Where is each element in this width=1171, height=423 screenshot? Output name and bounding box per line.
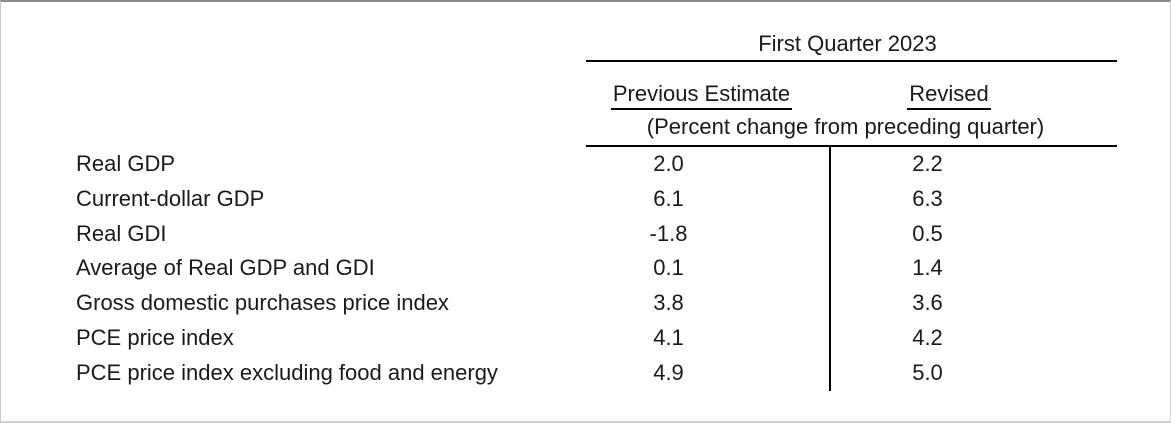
previous-estimate-value: 6.1 [586, 181, 831, 217]
revised-value: 2.2 [912, 151, 943, 176]
column-header-previous-estimate: Previous Estimate [586, 62, 831, 110]
spacer-cell [76, 62, 586, 110]
spacer-cell [76, 110, 586, 147]
previous-estimate-value: -1.8 [586, 216, 831, 252]
row-label: PCE price index excluding food and energ… [76, 359, 498, 385]
previous-estimate-value: 4.9 [586, 355, 831, 391]
column-header-revised-label: Revised [907, 81, 991, 110]
revised-value: 0.5 [912, 220, 943, 246]
row-label: Gross domestic purchases price index [76, 290, 449, 316]
gdp-revision-table: First Quarter 2023 Previous Estimate Rev… [76, 29, 1117, 391]
revised-value: 5.0 [912, 359, 943, 385]
table-spanner-header: First Quarter 2023 [586, 29, 1117, 62]
column-header-revised: Revised [831, 62, 1117, 110]
row-label: Real GDP [76, 151, 176, 176]
row-label: Average of Real GDP and GDI [76, 255, 375, 281]
previous-estimate-value: 2.0 [586, 147, 831, 182]
row-label: PCE price index [76, 324, 234, 350]
previous-estimate-value: 0.1 [586, 251, 831, 287]
row-label: Current-dollar GDP [76, 185, 265, 211]
spacer-cell [76, 29, 586, 62]
revised-value: 4.2 [912, 324, 943, 350]
revised-value: 6.3 [912, 185, 943, 211]
previous-estimate-value: 3.8 [586, 286, 831, 321]
previous-estimate-value: 4.1 [586, 320, 831, 356]
revised-value: 3.6 [912, 290, 943, 316]
units-subtitle: (Percent change from preceding quarter) [586, 110, 1117, 147]
revised-value: 1.4 [912, 255, 943, 281]
column-header-previous-estimate-label: Previous Estimate [610, 81, 793, 110]
row-label: Real GDI [76, 220, 167, 246]
